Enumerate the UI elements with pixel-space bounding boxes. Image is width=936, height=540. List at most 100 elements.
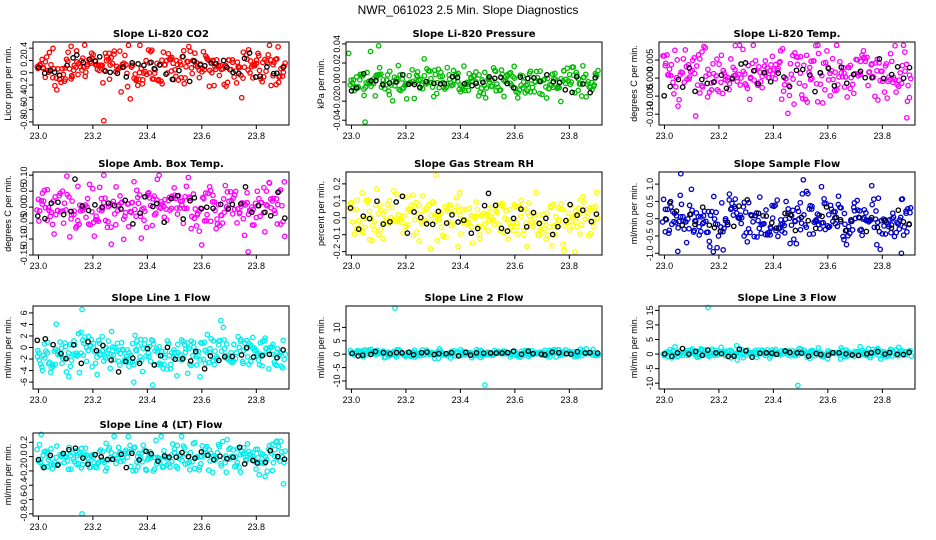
x-tick-label: 23.0 <box>656 261 674 271</box>
data-point <box>204 349 210 356</box>
data-point <box>436 216 443 223</box>
data-point <box>762 58 769 64</box>
data-point <box>65 373 72 380</box>
highlight-point <box>469 82 475 89</box>
highlight-point <box>122 358 129 365</box>
data-point <box>133 213 139 220</box>
data-point <box>476 235 483 242</box>
x-tick-label: 23.4 <box>452 261 470 271</box>
data-point <box>202 360 209 367</box>
data-point <box>68 211 75 218</box>
data-point <box>696 56 703 62</box>
data-points <box>347 305 602 388</box>
data-point <box>240 49 247 56</box>
data-point <box>435 215 442 222</box>
highlight-point <box>718 72 725 78</box>
data-point <box>907 75 914 82</box>
data-point <box>769 215 776 221</box>
data-point <box>756 194 763 200</box>
data-point <box>399 219 405 226</box>
highlight-point <box>51 69 58 76</box>
data-point <box>511 75 518 81</box>
data-point <box>832 208 838 215</box>
data-point <box>691 70 698 77</box>
outlier-point <box>79 306 85 313</box>
highlight-point <box>216 357 222 364</box>
data-point <box>714 221 721 228</box>
data-point <box>409 192 416 199</box>
data-point <box>513 220 520 226</box>
data-point <box>351 231 358 238</box>
data-point <box>674 57 681 63</box>
highlight-point <box>805 353 812 360</box>
data-point <box>54 207 61 214</box>
data-point <box>238 94 245 101</box>
data-point <box>240 75 246 81</box>
highlight-point <box>243 344 250 351</box>
data-point <box>224 436 231 443</box>
data-point <box>107 365 114 372</box>
data-point <box>75 183 81 190</box>
y-tick-label: 0.00 <box>19 198 29 216</box>
x-tick-label: 23.2 <box>397 261 415 271</box>
highlight-point <box>567 201 573 208</box>
highlight-point <box>424 349 430 355</box>
highlight-point <box>248 209 255 216</box>
y-tick-label: -1.0 <box>645 246 655 262</box>
highlight-point <box>435 208 442 215</box>
highlight-point <box>823 204 830 210</box>
data-point <box>101 459 108 466</box>
highlight-point <box>241 461 248 467</box>
data-point <box>104 465 110 471</box>
highlight-point <box>429 221 436 228</box>
data-point <box>408 202 415 209</box>
highlight-point <box>831 82 838 89</box>
panel-title: Slope Li-820 Temp. <box>734 29 841 40</box>
highlight-point <box>530 209 537 216</box>
data-point <box>541 76 548 82</box>
panel-title: Slope Li-820 CO2 <box>113 29 209 40</box>
highlight-point <box>868 214 875 221</box>
outlier-point <box>280 480 287 487</box>
highlight-point <box>180 53 186 60</box>
data-point <box>95 337 102 344</box>
highlight-point <box>849 352 856 358</box>
x-tick-label: 23.4 <box>139 261 157 271</box>
data-point <box>858 226 865 233</box>
data-point <box>48 446 54 452</box>
highlight-point <box>102 68 109 75</box>
highlight-point <box>198 449 205 455</box>
data-point <box>868 182 875 189</box>
data-point <box>118 89 124 95</box>
data-point <box>506 206 513 213</box>
data-point <box>105 218 111 225</box>
data-point <box>236 209 243 216</box>
data-point <box>676 96 682 103</box>
data-point <box>40 198 47 204</box>
highlight-point <box>856 214 863 221</box>
data-point <box>691 227 698 234</box>
data-point <box>386 197 393 204</box>
data-point <box>672 47 678 54</box>
highlight-point <box>517 74 524 80</box>
data-point <box>821 195 827 202</box>
x-tick-label: 23.6 <box>819 395 837 405</box>
data-point <box>439 73 446 80</box>
data-point <box>664 52 670 58</box>
data-point <box>752 57 759 64</box>
data-point <box>99 347 106 354</box>
data-point <box>695 213 702 220</box>
data-point <box>455 243 461 250</box>
highlight-point <box>42 215 48 222</box>
highlight-point <box>757 350 763 357</box>
data-point <box>136 192 143 198</box>
x-tick-label: 23.6 <box>193 395 211 405</box>
data-point <box>795 208 802 215</box>
data-point <box>764 64 771 71</box>
data-point <box>483 85 490 91</box>
highlight-point <box>423 78 429 85</box>
data-point <box>254 350 261 357</box>
data-point <box>82 69 89 76</box>
highlight-point <box>141 62 147 69</box>
data-point <box>579 193 586 200</box>
